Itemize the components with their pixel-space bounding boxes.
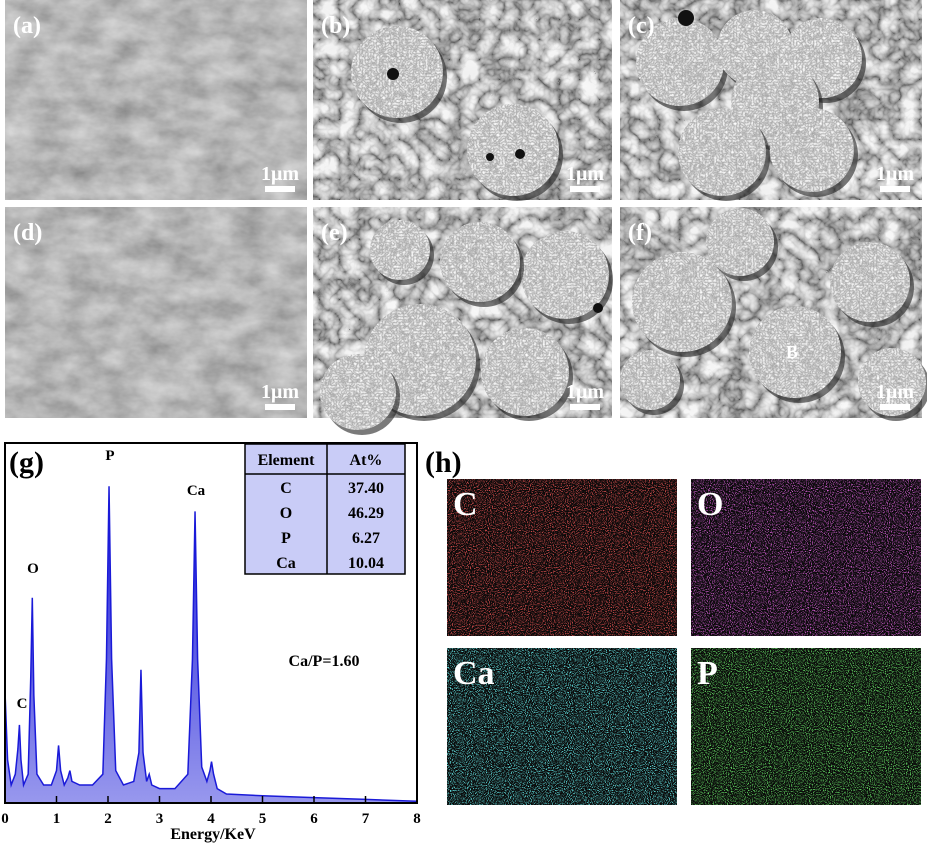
map-signal [447, 648, 677, 805]
panel-label: (b) [321, 13, 350, 39]
table-cell: O [280, 505, 292, 522]
particle-label: B [786, 342, 798, 362]
scale-bar [570, 404, 600, 410]
pore [486, 153, 494, 161]
sem-particle [370, 220, 430, 280]
spectrum-line [4, 486, 418, 802]
pore [678, 10, 694, 26]
scale-bar [880, 186, 910, 192]
x-tick-label: 4 [207, 811, 215, 827]
x-tick-label: 8 [413, 811, 421, 827]
panel-label: (e) [321, 220, 348, 246]
table-cell: 6.27 [352, 530, 380, 547]
scale-bar-label: 1μm [566, 381, 604, 403]
x-tick-label: 2 [104, 811, 112, 827]
sem-particle [830, 242, 910, 322]
element-maps: (h) C O Ca P [425, 446, 921, 805]
panel-label: (a) [13, 13, 41, 39]
sem-particle [858, 348, 926, 416]
x-axis-label: Energy/KeV [170, 826, 256, 843]
map-element-label: Ca [453, 655, 495, 692]
sem-image [5, 0, 307, 200]
sem-particle [706, 208, 774, 276]
scale-bar [880, 404, 910, 410]
map-element-label: C [453, 486, 478, 523]
panel-label: (c) [628, 13, 655, 39]
sem-particle [521, 231, 609, 319]
sem-panel: (c) 1μm [620, 0, 922, 201]
table-cell: 46.29 [348, 505, 384, 522]
table-cell: C [280, 480, 292, 497]
table-cell: 37.40 [348, 480, 384, 497]
map-signal [691, 648, 921, 805]
pore [387, 68, 399, 80]
table-bg [244, 443, 406, 575]
scale-bar-label: 1μm [566, 163, 604, 185]
panel-label: (f) [628, 220, 652, 246]
panel-label: (d) [13, 220, 42, 246]
sem-panel: (b) 1μm [313, 0, 612, 201]
x-tick-label: 3 [156, 811, 164, 827]
sem-particle [440, 222, 520, 302]
sem-particle [620, 350, 680, 410]
map-signal [447, 479, 677, 636]
sem-panel: (e) 1μm [313, 207, 613, 435]
x-tick-label: 5 [259, 811, 267, 827]
sem-panel: (d) 1μm [5, 207, 307, 418]
ratio-annotation: Ca/P=1.60 [289, 653, 360, 670]
pore [515, 149, 525, 159]
sem-panel: (f) 1μm [620, 207, 927, 421]
scale-bar-label: 1μm [261, 381, 299, 403]
panel-label: (g) [9, 446, 44, 479]
sem-particle [770, 108, 854, 192]
x-tick-label: 0 [1, 811, 9, 827]
peak-label: O [27, 561, 39, 577]
sem-particle [632, 252, 732, 352]
sem-panel: (a) 1μm [5, 0, 307, 200]
scale-bar-label: 1μm [876, 381, 914, 403]
table-cell: 10.04 [348, 555, 384, 572]
scale-bar [570, 186, 600, 192]
peak-label: C [17, 696, 28, 712]
x-tick-label: 6 [310, 811, 318, 827]
peak-label: Ca [187, 483, 206, 499]
scale-bar-label: 1μm [261, 163, 299, 185]
table-header: Element [258, 452, 316, 469]
table-cell: Ca [276, 555, 296, 572]
pore [593, 303, 603, 313]
sem-image [5, 207, 307, 418]
scale-bar [265, 186, 295, 192]
table-cell: P [281, 530, 291, 547]
panel-label: (h) [425, 446, 462, 479]
sem-particle [749, 306, 841, 398]
table-header: At% [350, 452, 383, 469]
x-tick-label: 1 [53, 811, 61, 827]
sem-particle [320, 354, 396, 430]
sem-particle [467, 104, 559, 196]
x-tick-label: 7 [362, 811, 370, 827]
map-signal [691, 479, 921, 636]
scale-bar [265, 404, 295, 410]
peak-label: P [105, 448, 114, 464]
map-element-label: O [697, 486, 723, 523]
sem-particle [678, 108, 766, 196]
scale-bar-label: 1μm [876, 163, 914, 185]
sem-particle [636, 18, 724, 106]
sem-particle [481, 328, 569, 416]
sem-images: (a) 1μm (b) 1μm (c) 1μm (d) 1μm (e) 1μm (f) 1μm B [5, 0, 927, 435]
map-element-label: P [697, 655, 718, 692]
